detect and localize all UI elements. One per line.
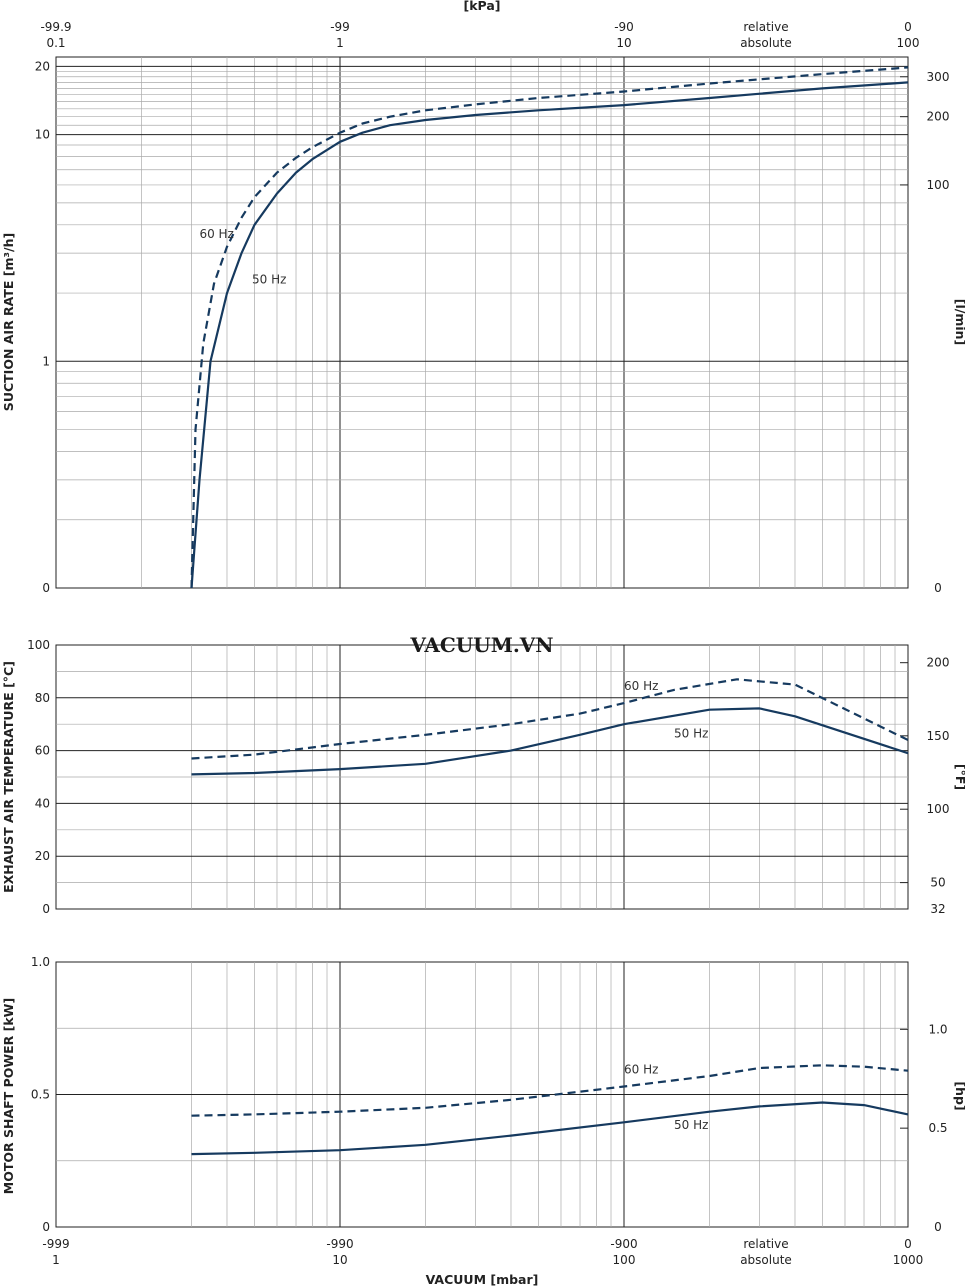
y-tick-label: 40 — [35, 796, 50, 810]
y-tick-label: 20 — [35, 849, 50, 863]
series-label: 60 Hz — [624, 679, 658, 693]
top-axis-rel-label: -90 — [614, 20, 634, 34]
watermark: VACUUM.VN — [409, 633, 553, 657]
series-line-60hz — [191, 1064, 909, 1117]
bottom-axis-rel-label: -990 — [326, 1237, 353, 1251]
y-tick-label: 80 — [35, 691, 50, 705]
y-tick-label: 1 — [42, 354, 50, 368]
y-right-tick-label: 0.5 — [928, 1121, 947, 1135]
y-tick-label: 0 — [42, 581, 50, 595]
chart-curves: 60 Hz 50 Hz 60 Hz 50 Hz 60 Hz 50 Hz — [190, 66, 909, 1156]
bottom-axis-title: VACUUM [mbar] — [426, 1272, 539, 1287]
panel-2 — [55, 644, 909, 910]
bottom-axis-abs-label: 10 — [332, 1253, 347, 1267]
chart-tick-labels: 2010103002001000100806040200200150100503… — [27, 20, 949, 1267]
top-axis-rel-label: 0 — [904, 20, 912, 34]
series-line-60hz — [190, 66, 909, 589]
bottom-axis-rel-label: 0 — [904, 1237, 912, 1251]
top-axis-abs-label: absolute — [740, 36, 792, 50]
bottom-axis-abs-label: 100 — [613, 1253, 636, 1267]
chart3-ylabel-left: MOTOR SHAFT POWER [kW] — [1, 998, 16, 1194]
chart1-ylabel-left: SUCTION AIR RATE [m³/h] — [1, 233, 16, 411]
y-right-tick-label: 1.0 — [928, 1022, 947, 1036]
top-axis-abs-label: 100 — [897, 36, 920, 50]
series-label: 50 Hz — [252, 273, 286, 287]
bottom-axis-rel-label: -999 — [42, 1237, 69, 1251]
y-tick-label: 1.0 — [31, 955, 50, 969]
chart2-ylabel-left: EXHAUST AIR TEMPERATURE [°C] — [1, 661, 16, 893]
chart1-ylabel-right: [l/min] — [953, 299, 965, 345]
panel-1 — [55, 56, 909, 589]
chart-grids — [55, 56, 909, 1228]
top-axis-rel-label: -99 — [330, 20, 350, 34]
bottom-axis-abs-label: 1 — [52, 1253, 60, 1267]
y-tick-label: 20 — [35, 59, 50, 73]
y-tick-label: 10 — [35, 128, 50, 142]
y-tick-label: 0 — [42, 902, 50, 916]
series-label: 60 Hz — [624, 1062, 658, 1076]
y-tick-label: 60 — [35, 744, 50, 758]
panel-3 — [55, 961, 909, 1228]
y-right-tick-label: 0 — [934, 1220, 942, 1234]
bottom-axis-rel-label: relative — [743, 1237, 788, 1251]
y-right-tick-label: 150 — [927, 729, 950, 743]
top-axis-title: [kPa] — [464, 0, 501, 13]
top-axis-abs-label: 0.1 — [46, 36, 65, 50]
y-right-tick-label: 200 — [927, 656, 950, 670]
series-label: 60 Hz — [199, 227, 233, 241]
y-right-tick-label: 32 — [930, 902, 945, 916]
y-right-tick-label: 0 — [934, 581, 942, 595]
y-right-tick-label: 50 — [930, 876, 945, 890]
chart2-ylabel-right: [°F] — [953, 764, 965, 790]
bottom-axis-rel-label: -900 — [610, 1237, 637, 1251]
series-line-50hz — [191, 707, 909, 776]
y-tick-label: 0 — [42, 1220, 50, 1234]
y-tick-label: 0.5 — [31, 1088, 50, 1102]
top-axis-rel-label: relative — [743, 20, 788, 34]
y-right-tick-label: 200 — [927, 110, 950, 124]
y-tick-label: 100 — [27, 638, 50, 652]
y-right-tick-label: 100 — [927, 178, 950, 192]
bottom-axis-abs-label: 1000 — [893, 1253, 924, 1267]
top-axis-rel-label: -99.9 — [40, 20, 71, 34]
series-line-50hz — [191, 1101, 909, 1156]
y-right-tick-label: 100 — [927, 802, 950, 816]
panel-frame — [55, 56, 909, 589]
series-label: 50 Hz — [674, 726, 708, 740]
chart3-ylabel-right: [hp] — [953, 1081, 965, 1110]
series-line-60hz — [191, 678, 909, 760]
series-label: 50 Hz — [674, 1118, 708, 1132]
bottom-axis-abs-label: absolute — [740, 1253, 792, 1267]
series-line-50hz — [190, 81, 909, 589]
top-axis-abs-label: 1 — [336, 36, 344, 50]
top-axis-abs-label: 10 — [616, 36, 631, 50]
y-right-tick-label: 300 — [927, 70, 950, 84]
